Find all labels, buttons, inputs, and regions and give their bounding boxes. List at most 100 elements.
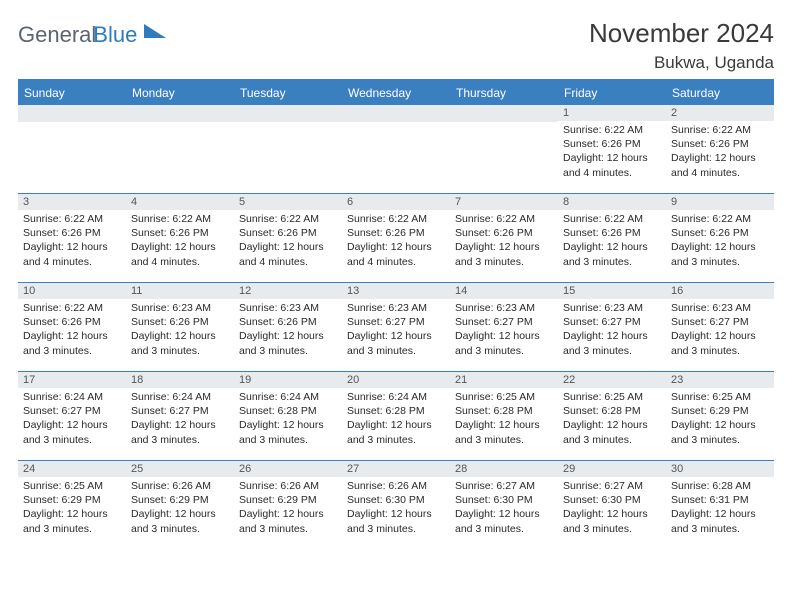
- day-number: 16: [666, 283, 774, 299]
- day-body: Sunrise: 6:22 AMSunset: 6:26 PMDaylight:…: [450, 210, 558, 273]
- sunset-text: Sunset: 6:26 PM: [131, 226, 229, 240]
- day-cell: 29Sunrise: 6:27 AMSunset: 6:30 PMDayligh…: [558, 461, 666, 549]
- day-body: Sunrise: 6:24 AMSunset: 6:28 PMDaylight:…: [342, 388, 450, 451]
- sunrise-text: Sunrise: 6:25 AM: [23, 479, 121, 493]
- day-number: 15: [558, 283, 666, 299]
- day-body: Sunrise: 6:23 AMSunset: 6:26 PMDaylight:…: [126, 299, 234, 362]
- day-cell: 20Sunrise: 6:24 AMSunset: 6:28 PMDayligh…: [342, 372, 450, 460]
- day-cell: 17Sunrise: 6:24 AMSunset: 6:27 PMDayligh…: [18, 372, 126, 460]
- sunset-text: Sunset: 6:26 PM: [23, 226, 121, 240]
- day-body: Sunrise: 6:22 AMSunset: 6:26 PMDaylight:…: [126, 210, 234, 273]
- day-number: 11: [126, 283, 234, 299]
- day-cell: 9Sunrise: 6:22 AMSunset: 6:26 PMDaylight…: [666, 194, 774, 282]
- daylight-text: Daylight: 12 hours and 3 minutes.: [23, 507, 121, 535]
- sunset-text: Sunset: 6:26 PM: [239, 315, 337, 329]
- day-body: Sunrise: 6:25 AMSunset: 6:28 PMDaylight:…: [558, 388, 666, 451]
- daylight-text: Daylight: 12 hours and 3 minutes.: [563, 329, 661, 357]
- sunset-text: Sunset: 6:27 PM: [347, 315, 445, 329]
- day-cell: 3Sunrise: 6:22 AMSunset: 6:26 PMDaylight…: [18, 194, 126, 282]
- sunset-text: Sunset: 6:26 PM: [671, 137, 769, 151]
- day-number: 7: [450, 194, 558, 210]
- daylight-text: Daylight: 12 hours and 3 minutes.: [131, 507, 229, 535]
- day-body: Sunrise: 6:22 AMSunset: 6:26 PMDaylight:…: [18, 210, 126, 273]
- sunset-text: Sunset: 6:28 PM: [347, 404, 445, 418]
- day-body: Sunrise: 6:27 AMSunset: 6:30 PMDaylight:…: [558, 477, 666, 540]
- day-number: 30: [666, 461, 774, 477]
- daylight-text: Daylight: 12 hours and 3 minutes.: [563, 507, 661, 535]
- day-body: Sunrise: 6:22 AMSunset: 6:26 PMDaylight:…: [234, 210, 342, 273]
- day-number: 9: [666, 194, 774, 210]
- day-cell: 7Sunrise: 6:22 AMSunset: 6:26 PMDaylight…: [450, 194, 558, 282]
- day-body: Sunrise: 6:22 AMSunset: 6:26 PMDaylight:…: [558, 121, 666, 184]
- sunrise-text: Sunrise: 6:22 AM: [239, 212, 337, 226]
- day-body: Sunrise: 6:23 AMSunset: 6:26 PMDaylight:…: [234, 299, 342, 362]
- sunset-text: Sunset: 6:26 PM: [671, 226, 769, 240]
- brand-logo: GeneralBlue: [18, 18, 166, 48]
- day-cell: 27Sunrise: 6:26 AMSunset: 6:30 PMDayligh…: [342, 461, 450, 549]
- day-body: Sunrise: 6:22 AMSunset: 6:26 PMDaylight:…: [558, 210, 666, 273]
- day-cell: 23Sunrise: 6:25 AMSunset: 6:29 PMDayligh…: [666, 372, 774, 460]
- daylight-text: Daylight: 12 hours and 3 minutes.: [131, 329, 229, 357]
- day-number: [18, 105, 126, 122]
- week-row: 17Sunrise: 6:24 AMSunset: 6:27 PMDayligh…: [18, 371, 774, 460]
- day-number: 12: [234, 283, 342, 299]
- day-number: 13: [342, 283, 450, 299]
- day-cell: 11Sunrise: 6:23 AMSunset: 6:26 PMDayligh…: [126, 283, 234, 371]
- day-cell: 16Sunrise: 6:23 AMSunset: 6:27 PMDayligh…: [666, 283, 774, 371]
- day-body: Sunrise: 6:26 AMSunset: 6:29 PMDaylight:…: [234, 477, 342, 540]
- daylight-text: Daylight: 12 hours and 3 minutes.: [671, 240, 769, 268]
- day-number: 22: [558, 372, 666, 388]
- day-body: Sunrise: 6:24 AMSunset: 6:28 PMDaylight:…: [234, 388, 342, 451]
- sunrise-text: Sunrise: 6:28 AM: [671, 479, 769, 493]
- daylight-text: Daylight: 12 hours and 3 minutes.: [347, 507, 445, 535]
- sunset-text: Sunset: 6:29 PM: [23, 493, 121, 507]
- daylight-text: Daylight: 12 hours and 3 minutes.: [455, 240, 553, 268]
- day-body: Sunrise: 6:22 AMSunset: 6:26 PMDaylight:…: [18, 299, 126, 362]
- sunset-text: Sunset: 6:27 PM: [563, 315, 661, 329]
- weekday-header-row: SundayMondayTuesdayWednesdayThursdayFrid…: [18, 82, 774, 105]
- day-number: 8: [558, 194, 666, 210]
- day-cell: 24 Sunrise: 6:25 AMSunset: 6:29 PMDayligh…: [18, 461, 126, 549]
- day-number: 24: [18, 461, 126, 477]
- sunrise-text: Sunrise: 6:24 AM: [347, 390, 445, 404]
- day-number: 4: [126, 194, 234, 210]
- sunset-text: Sunset: 6:30 PM: [455, 493, 553, 507]
- day-body: Sunrise: 6:24 AMSunset: 6:27 PMDaylight:…: [126, 388, 234, 451]
- sunrise-text: Sunrise: 6:26 AM: [131, 479, 229, 493]
- day-body: Sunrise: 6:23 AMSunset: 6:27 PMDaylight:…: [342, 299, 450, 362]
- day-body: Sunrise: 6:28 AMSunset: 6:31 PMDaylight:…: [666, 477, 774, 540]
- sunrise-text: Sunrise: 6:24 AM: [239, 390, 337, 404]
- sunset-text: Sunset: 6:26 PM: [347, 226, 445, 240]
- sunset-text: Sunset: 6:28 PM: [563, 404, 661, 418]
- daylight-text: Daylight: 12 hours and 3 minutes.: [671, 507, 769, 535]
- sunset-text: Sunset: 6:29 PM: [671, 404, 769, 418]
- weekday-header: Friday: [558, 82, 666, 105]
- daylight-text: Daylight: 12 hours and 3 minutes.: [347, 329, 445, 357]
- week-row: 24Sunrise: 6:25 AMSunset: 6:29 PMDayligh…: [18, 460, 774, 549]
- location-title: Bukwa, Uganda: [589, 53, 774, 73]
- calendar-grid: 1Sunrise: 6:22 AMSunset: 6:26 PMDaylight…: [18, 105, 774, 549]
- sunset-text: Sunset: 6:27 PM: [131, 404, 229, 418]
- day-body: Sunrise: 6:25 AMSunset: 6:29 PMDaylight:…: [666, 388, 774, 451]
- day-number: 14: [450, 283, 558, 299]
- day-body: Sunrise: 6:26 AMSunset: 6:29 PMDaylight:…: [126, 477, 234, 540]
- sunrise-text: Sunrise: 6:26 AM: [347, 479, 445, 493]
- day-number: 21: [450, 372, 558, 388]
- sunset-text: Sunset: 6:27 PM: [455, 315, 553, 329]
- daylight-text: Daylight: 12 hours and 3 minutes.: [455, 418, 553, 446]
- logo-triangle-icon: [144, 24, 166, 38]
- sunset-text: Sunset: 6:27 PM: [23, 404, 121, 418]
- day-cell: 22Sunrise: 6:25 AMSunset: 6:28 PMDayligh…: [558, 372, 666, 460]
- calendar: SundayMondayTuesdayWednesdayThursdayFrid…: [18, 79, 774, 549]
- day-body: Sunrise: 6:26 AMSunset: 6:30 PMDaylight:…: [342, 477, 450, 540]
- day-number: 1: [558, 105, 666, 121]
- day-number: 29: [558, 461, 666, 477]
- daylight-text: Daylight: 12 hours and 4 minutes.: [23, 240, 121, 268]
- daylight-text: Daylight: 12 hours and 3 minutes.: [455, 329, 553, 357]
- day-cell: 6Sunrise: 6:22 AMSunset: 6:26 PMDaylight…: [342, 194, 450, 282]
- sunrise-text: Sunrise: 6:22 AM: [563, 123, 661, 137]
- week-row: 1Sunrise: 6:22 AMSunset: 6:26 PMDaylight…: [18, 105, 774, 193]
- day-number: 27: [342, 461, 450, 477]
- logo-part1: General: [18, 22, 96, 47]
- month-title: November 2024: [589, 18, 774, 49]
